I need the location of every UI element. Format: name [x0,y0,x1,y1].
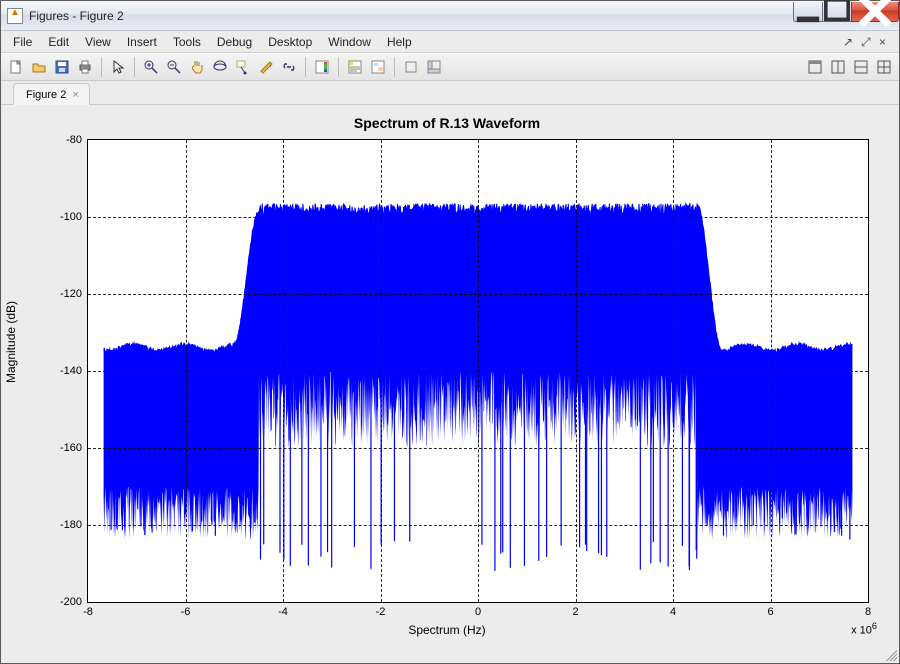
xtick-label: -8 [83,606,93,618]
xtick-label: 0 [475,606,481,618]
tab-label: Figure 2 [26,89,66,101]
menu-file[interactable]: File [5,33,40,51]
figure-tabstrip: Figure 2 × [1,81,899,105]
ytick-label: -120 [48,288,82,300]
xtick-label: -2 [376,606,386,618]
toolbar-separator [134,57,135,77]
show-plot-tools-icon[interactable] [423,56,445,78]
ytick-label: -80 [48,134,82,146]
figure-area: Spectrum of R.13 Waveform Magnitude (dB)… [1,105,899,663]
dock-close-icon[interactable]: × [879,35,893,49]
window-title: Figures - Figure 2 [29,9,794,23]
xtick-label: 2 [572,606,578,618]
tile1-icon[interactable] [804,56,826,78]
x-exp-label: x 10 [851,625,872,637]
colorbar-icon[interactable] [311,56,333,78]
hide-plot-tools-icon[interactable] [400,56,422,78]
xtick-label: -6 [181,606,191,618]
zoom-in-icon[interactable] [140,56,162,78]
ytick-label: -180 [48,519,82,531]
menu-tools[interactable]: Tools [165,33,209,51]
rotate3d-icon[interactable] [209,56,231,78]
chart-ylabel: Magnitude (dB) [4,301,18,383]
maximize-button[interactable] [822,2,852,22]
zoom-out-icon[interactable] [163,56,185,78]
xtick-label: 6 [767,606,773,618]
xtick-label: 4 [670,606,676,618]
window-controls [794,2,899,24]
menu-edit[interactable]: Edit [40,33,77,51]
toolbar-separator [394,57,395,77]
tab-close-icon[interactable]: × [72,89,78,101]
tile3-icon[interactable] [850,56,872,78]
plot-axes[interactable]: -8-6-4-202468-200-180-160-140-120-100-80 [87,139,869,603]
link-icon[interactable] [278,56,300,78]
open-icon[interactable] [28,56,50,78]
pointer-icon[interactable] [107,56,129,78]
chart-title: Spectrum of R.13 Waveform [5,115,889,131]
chart-xlabel: Spectrum (Hz) [5,623,889,637]
undock-icon[interactable]: ↗ [843,35,857,49]
tile4-icon[interactable] [873,56,895,78]
pan-icon[interactable] [186,56,208,78]
save-icon[interactable] [51,56,73,78]
ytick-label: -140 [48,365,82,377]
new-figure-icon[interactable] [5,56,27,78]
titlebar[interactable]: Figures - Figure 2 [1,1,899,31]
print-icon[interactable] [74,56,96,78]
menu-desktop[interactable]: Desktop [260,33,320,51]
brush-icon[interactable] [255,56,277,78]
toolbar [1,53,899,81]
xtick-label: 8 [865,606,871,618]
ytick-label: -200 [48,596,82,608]
resize-grip-icon[interactable] [883,647,897,661]
menu-window[interactable]: Window [320,33,379,51]
menu-insert[interactable]: Insert [119,33,165,51]
menu-view[interactable]: View [77,33,119,51]
toolbar-separator [305,57,306,77]
chart-x-exponent: x 106 [851,621,877,637]
dock-maximize-icon[interactable]: ⤢ [861,35,875,49]
toolbar-separator [101,57,102,77]
menu-debug[interactable]: Debug [209,33,260,51]
toolbar-separator [338,57,339,77]
minimize-button[interactable] [793,2,823,22]
insert-legend-icon[interactable] [344,56,366,78]
ytick-label: -100 [48,211,82,223]
data-cursor-icon[interactable] [232,56,254,78]
tile2-icon[interactable] [827,56,849,78]
figure-canvas: Spectrum of R.13 Waveform Magnitude (dB)… [5,109,889,657]
close-button[interactable] [851,2,899,22]
ytick-label: -160 [48,442,82,454]
menubar: File Edit View Insert Tools Debug Deskto… [1,31,899,53]
app-icon [7,8,23,24]
tab-figure[interactable]: Figure 2 × [13,83,90,105]
x-exp-value: 6 [872,621,877,631]
xtick-label: -4 [278,606,288,618]
figure-window: Figures - Figure 2 File Edit View Insert… [0,0,900,664]
menu-help[interactable]: Help [379,33,420,51]
annotation-icon[interactable] [367,56,389,78]
